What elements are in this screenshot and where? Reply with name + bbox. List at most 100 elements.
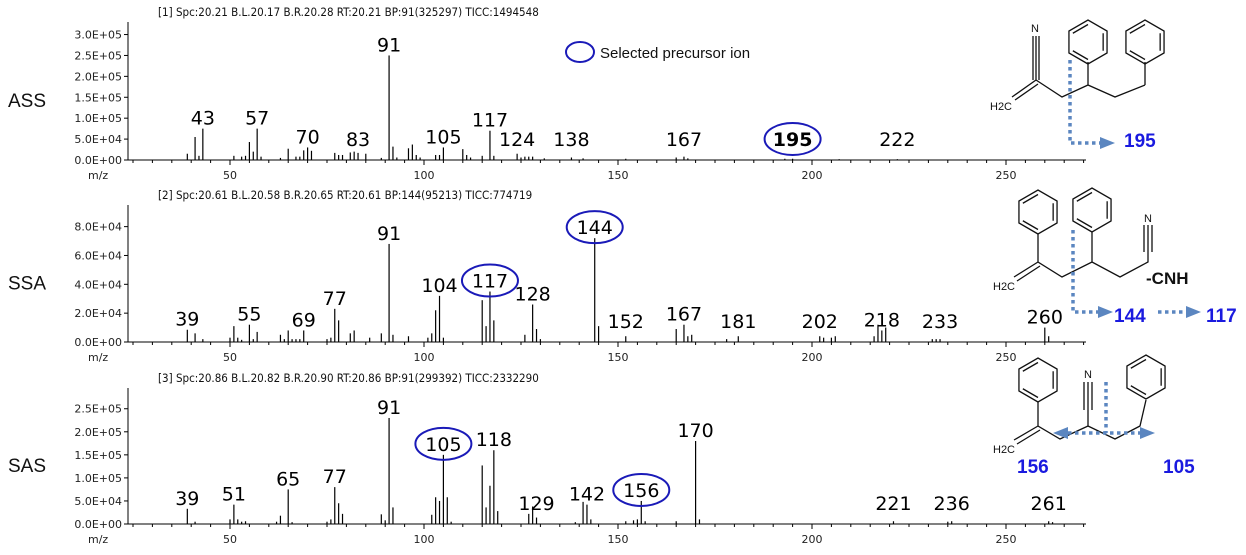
ring-outline	[1018, 357, 1058, 403]
ring-outline	[1125, 19, 1165, 65]
sample-label: ASS	[8, 91, 46, 112]
bond-lines	[1011, 36, 1146, 101]
peak-label: 51	[222, 484, 246, 506]
x-tick-label: 200	[802, 169, 823, 182]
peak-label: 104	[421, 275, 457, 297]
x-tick-label: 50	[223, 351, 237, 364]
sample-label: SSA	[8, 274, 46, 295]
arrowhead-icon	[1098, 306, 1113, 318]
peak-label: 91	[377, 223, 401, 245]
peak-label: 167	[666, 129, 702, 151]
ring-double-bond	[1130, 358, 1147, 369]
spectrum-panel-ssa: [2] Spc:20.61 B.L.20.58 B.R.20.65 RT:20.…	[8, 188, 1086, 364]
peak-label: 69	[292, 309, 316, 331]
peak-label: 91	[377, 34, 401, 56]
peak-label: 65	[276, 468, 300, 490]
peak-label: 77	[323, 288, 347, 310]
spectrum-header: [1] Spc:20.21 B.L.20.17 B.R.20.28 RT:20.…	[158, 5, 539, 19]
ring-double-bond	[1022, 388, 1039, 399]
y-tick-label: 0.0E+00	[74, 154, 122, 167]
x-tick-label: 150	[608, 533, 629, 546]
spectrum-header: [2] Spc:20.61 B.L.20.58 B.R.20.65 RT:20.…	[158, 188, 532, 202]
peak-label: 195	[773, 129, 813, 151]
atom-h2c: H2C	[993, 444, 1015, 456]
ring-outline	[1126, 354, 1166, 400]
cleavage-arrow	[1068, 60, 1100, 145]
fragment-label: 144	[1114, 306, 1146, 327]
cleavage-arrow	[1068, 382, 1140, 435]
arrowhead-right-icon	[1140, 427, 1155, 439]
ring-outline	[1068, 19, 1108, 65]
y-tick-label: 4.0E+04	[74, 278, 122, 291]
precursor-circle	[565, 210, 624, 245]
legend-circle-icon	[565, 41, 595, 63]
peak-label: 70	[296, 126, 320, 148]
peak-label: 260	[1027, 307, 1063, 329]
peak-label: 170	[677, 420, 713, 442]
atom-h2c: H2C	[993, 281, 1015, 293]
peak-label: 91	[377, 397, 401, 419]
y-tick-label: 2.5E+05	[74, 49, 122, 62]
x-tick-label: 50	[223, 533, 237, 546]
peak-label: 117	[472, 110, 508, 132]
y-tick-label: 2.0E+05	[74, 70, 122, 83]
x-tick-label: 50	[223, 169, 237, 182]
x-tick-label: 200	[802, 351, 823, 364]
precursor-circle	[612, 472, 671, 507]
ring-outline	[1018, 189, 1058, 235]
peak-label: 105	[425, 126, 461, 148]
y-tick-label: 1.5E+05	[74, 449, 122, 462]
peak-label: 142	[569, 484, 605, 506]
spectrum-header: [3] Spc:20.86 B.L.20.82 B.R.20.90 RT:20.…	[158, 371, 539, 385]
benzene-ring	[1126, 354, 1166, 400]
peak-label: 39	[175, 488, 199, 510]
ring-double-bond	[1129, 23, 1146, 34]
ring-double-bond	[1022, 193, 1039, 204]
peak-label: 124	[499, 129, 535, 151]
x-tick-label: 100	[414, 351, 435, 364]
arrowhead-icon	[1186, 306, 1201, 318]
precursor-circle	[414, 426, 473, 461]
benzene-ring	[1125, 19, 1165, 65]
benzene-ring	[1068, 19, 1108, 65]
peak-label: 117	[472, 271, 508, 293]
x-axis-label: m/z	[88, 533, 108, 546]
x-tick-label: 100	[414, 169, 435, 182]
peak-label: 218	[864, 309, 900, 331]
peak-label: 55	[237, 304, 261, 326]
y-tick-label: 1.0E+05	[74, 472, 122, 485]
peak-label: 156	[623, 480, 659, 502]
peak-label: 202	[802, 311, 838, 333]
fragment-label: 156	[1017, 457, 1049, 478]
ring-double-bond	[1130, 385, 1147, 396]
peak-label: 181	[720, 311, 756, 333]
spectrum-panel-sas: [3] Spc:20.86 B.L.20.82 B.R.20.90 RT:20.…	[8, 371, 1086, 546]
fragment-label: 117	[1206, 306, 1237, 327]
y-tick-label: 1.0E+05	[74, 112, 122, 125]
spectrum-panel-ass: [1] Spc:20.21 B.L.20.17 B.R.20.28 RT:20.…	[8, 5, 1086, 182]
y-tick-label: 5.0E+04	[74, 495, 122, 508]
y-tick-label: 0.0E+00	[74, 518, 122, 531]
peak-label: 236	[934, 493, 970, 515]
atom-n: N	[1084, 369, 1092, 381]
x-tick-label: 200	[802, 533, 823, 546]
x-tick-label: 150	[608, 169, 629, 182]
peak-label: 144	[577, 217, 613, 239]
cleavage-arrow	[1071, 230, 1098, 314]
atom-h2c: H2C	[990, 101, 1012, 113]
peak-label: 39	[175, 309, 199, 331]
peak-label: 167	[666, 304, 702, 326]
ring-double-bond	[1022, 361, 1039, 372]
atom-n: N	[1031, 23, 1039, 35]
peak-label: 261	[1031, 493, 1067, 515]
fragment-label: 195	[1124, 131, 1156, 152]
peak-label: 129	[518, 493, 554, 515]
peak-label: 83	[346, 129, 370, 151]
sample-label: SAS	[8, 456, 46, 477]
ring-double-bond	[1076, 218, 1093, 229]
peak-label: 57	[245, 108, 269, 130]
atom-n: N	[1144, 213, 1152, 225]
arrowhead-icon	[1100, 137, 1115, 149]
legend-label: Selected precursor ion	[600, 45, 750, 62]
